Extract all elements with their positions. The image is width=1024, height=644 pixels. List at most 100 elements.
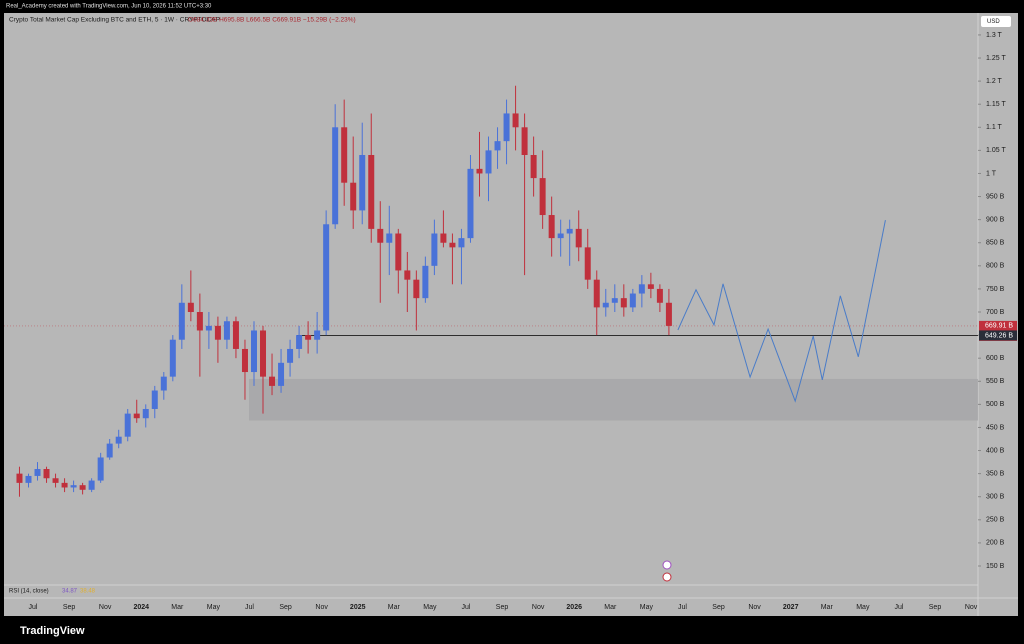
price-label: 669.91 B xyxy=(985,323,1013,330)
candle-body xyxy=(269,376,276,386)
y-tick-label: 300 B xyxy=(986,494,1005,501)
x-tick-label: Mar xyxy=(388,604,401,611)
x-tick-label: Sep xyxy=(279,604,292,611)
candle-body xyxy=(160,376,167,391)
candle-body xyxy=(260,330,267,377)
candle-body xyxy=(205,325,212,331)
x-tick-label: Nov xyxy=(748,604,761,611)
candle-body xyxy=(287,348,294,363)
candle-body xyxy=(620,298,627,308)
candle-body xyxy=(52,478,59,483)
candle-body xyxy=(467,168,474,239)
candle-body xyxy=(70,485,77,488)
event-icon[interactable] xyxy=(662,572,672,582)
candle-body xyxy=(124,413,131,437)
candle-body xyxy=(629,293,636,308)
y-tick-label: 750 B xyxy=(986,286,1005,293)
y-tick-label: 1.2 T xyxy=(986,78,1003,85)
y-tick-label: 1.1 T xyxy=(986,124,1003,131)
candle-body xyxy=(548,215,555,239)
x-tick-label: 2027 xyxy=(783,604,799,611)
candle-body xyxy=(187,302,194,313)
candle-body xyxy=(521,127,528,156)
candle-body xyxy=(106,443,113,458)
currency[interactable]: USD xyxy=(987,19,1000,25)
candle-body xyxy=(575,228,582,248)
candle-body xyxy=(377,228,384,243)
rsi-value: 38.48 xyxy=(80,589,96,595)
candle-body xyxy=(79,485,86,490)
y-tick-label: 500 B xyxy=(986,401,1005,408)
candle-body xyxy=(656,288,663,303)
y-tick-label: 350 B xyxy=(986,470,1005,477)
candle-body xyxy=(151,390,158,409)
candle-body xyxy=(16,473,23,483)
x-tick-label: May xyxy=(640,604,654,611)
watermark: Real_Academy created with TradingView.co… xyxy=(6,4,212,10)
candle-body xyxy=(214,325,221,340)
event-icon[interactable] xyxy=(662,560,672,570)
rsi-value: 34.87 xyxy=(62,589,78,595)
x-tick-label: Sep xyxy=(929,604,942,611)
y-tick-label: 700 B xyxy=(986,309,1005,316)
y-tick-label: 200 B xyxy=(986,540,1005,547)
x-tick-label: Mar xyxy=(821,604,834,611)
candle-body xyxy=(512,113,519,128)
candle-body xyxy=(395,233,402,271)
x-tick-label: Jul xyxy=(245,604,254,611)
brand-text: TradingView xyxy=(20,625,85,637)
candle-body xyxy=(169,339,176,377)
candle-body xyxy=(241,348,248,373)
candle-body xyxy=(178,302,185,340)
candle-body xyxy=(638,284,645,294)
x-tick-label: Sep xyxy=(712,604,725,611)
x-tick-label: Sep xyxy=(63,604,76,611)
candle-body xyxy=(196,312,203,331)
candle-body xyxy=(88,480,95,490)
y-tick-label: 850 B xyxy=(986,240,1005,247)
candle-body xyxy=(494,141,501,151)
x-tick-label: Nov xyxy=(315,604,328,611)
candle-body xyxy=(449,242,456,248)
y-tick-label: 800 B xyxy=(986,263,1005,270)
candle-body xyxy=(665,302,672,326)
y-tick-label: 600 B xyxy=(986,355,1005,362)
candle-body xyxy=(341,127,348,183)
candle-body xyxy=(296,335,303,349)
candle-body xyxy=(223,321,230,340)
y-tick-label: 150 B xyxy=(986,563,1005,570)
candle-body xyxy=(557,233,564,239)
candle-body xyxy=(584,247,591,280)
x-tick-label: May xyxy=(207,604,221,611)
candle-body xyxy=(368,155,375,229)
candle-body xyxy=(314,330,321,340)
x-tick-label: Jul xyxy=(29,604,38,611)
y-tick-label: 450 B xyxy=(986,424,1005,431)
y-tick-label: 250 B xyxy=(986,517,1005,524)
candle-body xyxy=(332,127,339,225)
candle-body xyxy=(232,321,239,349)
candle-body xyxy=(485,150,492,174)
x-tick-label: 2026 xyxy=(566,604,582,611)
x-tick-label: May xyxy=(856,604,870,611)
y-tick-label: 400 B xyxy=(986,447,1005,454)
candle-body xyxy=(413,279,420,299)
candle-body xyxy=(611,298,618,303)
y-tick-label: 550 B xyxy=(986,378,1005,385)
y-tick-label: 1.25 T xyxy=(986,55,1006,62)
candle-body xyxy=(97,457,104,481)
candle-body xyxy=(250,330,257,373)
candle-body xyxy=(539,178,546,216)
candle-body xyxy=(115,436,122,444)
candle-body xyxy=(142,408,149,419)
candle-body xyxy=(133,413,140,419)
currency-button[interactable] xyxy=(981,16,1011,27)
y-tick-label: 1.3 T xyxy=(986,32,1003,39)
candle-body xyxy=(476,168,483,174)
candle-body xyxy=(359,155,366,211)
x-tick-label: 2024 xyxy=(133,604,149,611)
candle-body xyxy=(278,362,285,386)
x-tick-label: Jul xyxy=(461,604,470,611)
x-tick-label: Jul xyxy=(678,604,687,611)
